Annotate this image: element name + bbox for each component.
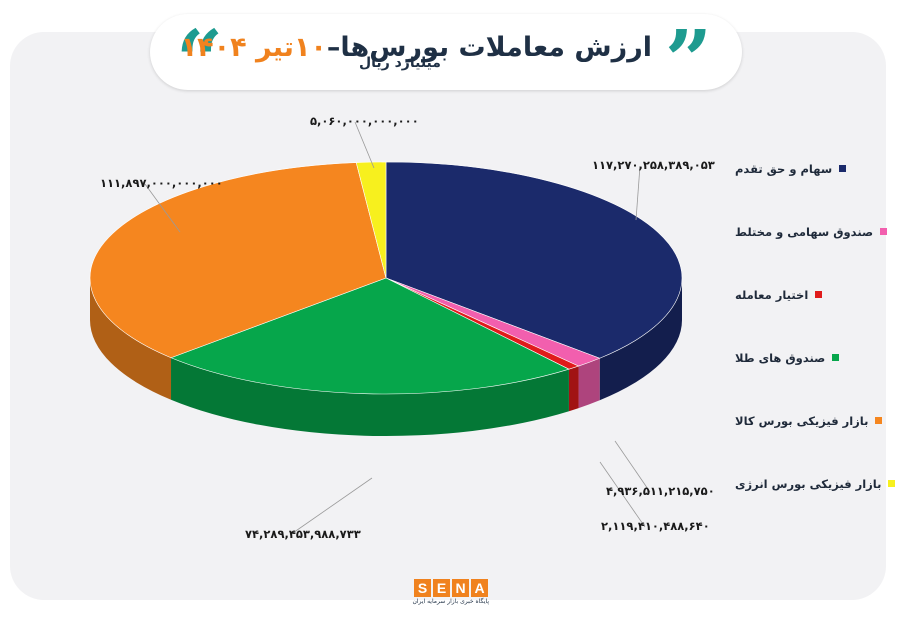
legend-swatch-3 [832, 354, 840, 361]
legend-item-1: صندوق سهامی و مختلط [735, 200, 888, 263]
legend-label-0: سهام و حق تقدم [735, 161, 833, 176]
legend-item-4: بازار فیزیکی بورس کالا [735, 389, 883, 452]
legend-swatch-0 [839, 165, 847, 172]
value-label-5: ۵,۰۶۰,۰۰۰,۰۰۰,۰۰۰ [310, 114, 419, 128]
value-label-1: ۴,۹۳۶,۵۱۱,۲۱۵,۷۵۰ [606, 484, 715, 498]
legend-label-5: بازار فیزیکی بورس انرژی [735, 476, 882, 491]
value-label-2: ۲,۱۱۹,۴۱۰,۴۸۸,۶۴۰ [601, 519, 710, 533]
value-label-0: ۱۱۷,۲۷۰,۲۵۸,۳۸۹,۰۵۳ [592, 158, 715, 172]
legend: سهام و حق تقدم صندوق سهامی و مختلط اختیار … [735, 137, 896, 515]
title-box: “ ارزش معاملات بورس‌ها–۱۰تیر ۱۴۰۴ ” [150, 14, 742, 102]
pie-slice-5 [355, 161, 387, 279]
chart-title: ارزش معاملات بورس‌ها–۱۰تیر ۱۴۰۴ [181, 32, 652, 63]
value-label-3: ۷۴,۲۸۹,۴۵۳,۹۸۸,۷۳۳ [245, 527, 361, 541]
value-label-4: ۱۱۱,۸۹۷,۰۰۰,۰۰۰,۰۰۰ [100, 176, 223, 190]
legend-label-1: صندوق سهامی و مختلط [735, 224, 874, 239]
legend-item-2: اختیار معامله [735, 263, 875, 326]
legend-label-2: اختیار معامله [735, 287, 809, 302]
legend-label-3: صندوق های طلا [735, 350, 826, 365]
quote-open-icon: “ [176, 13, 224, 109]
pie-slice-4 [89, 162, 387, 359]
legend-swatch-2 [815, 291, 823, 298]
legend-item-0: سهام و حق تقدم [735, 137, 875, 200]
leader-line-0 [635, 165, 641, 221]
pie-side-1 [578, 358, 600, 409]
legend-swatch-1 [880, 228, 888, 235]
logo-tagline: پایگاه خبری بازار سرمایه ایران [412, 598, 489, 605]
leader-line-4 [144, 183, 181, 233]
pie-side-2 [568, 366, 579, 412]
quote-close-icon: ” [664, 13, 712, 109]
chart-unit: میلیارد ریال [359, 55, 441, 71]
leader-line-1 [614, 440, 651, 493]
leader-line-2 [599, 461, 646, 528]
legend-item-3: صندوق های طلا [735, 326, 875, 389]
legend-item-5: بازار فیزیکی بورس انرژی [735, 452, 896, 515]
pie-slice-3 [170, 277, 570, 395]
pie-side-0 [599, 278, 682, 401]
logo-letter-3: A [471, 579, 488, 597]
logo-letter-0: S [414, 579, 431, 597]
leader-line-3 [289, 477, 373, 536]
pie-slice-0 [385, 161, 683, 359]
logo-letter-1: E [433, 579, 450, 597]
leader-line-5 [354, 121, 375, 169]
legend-swatch-4 [875, 417, 883, 424]
title-date: ۱۰تیر ۱۴۰۴ [180, 32, 327, 63]
logo-letter-2: N [452, 579, 469, 597]
legend-swatch-5 [888, 480, 896, 487]
pie-side-3 [171, 357, 569, 436]
legend-label-4: بازار فیزیکی بورس کالا [735, 413, 869, 428]
title-main: ارزش معاملات بورس‌ها– [326, 32, 652, 63]
pie-side-4 [90, 278, 172, 400]
